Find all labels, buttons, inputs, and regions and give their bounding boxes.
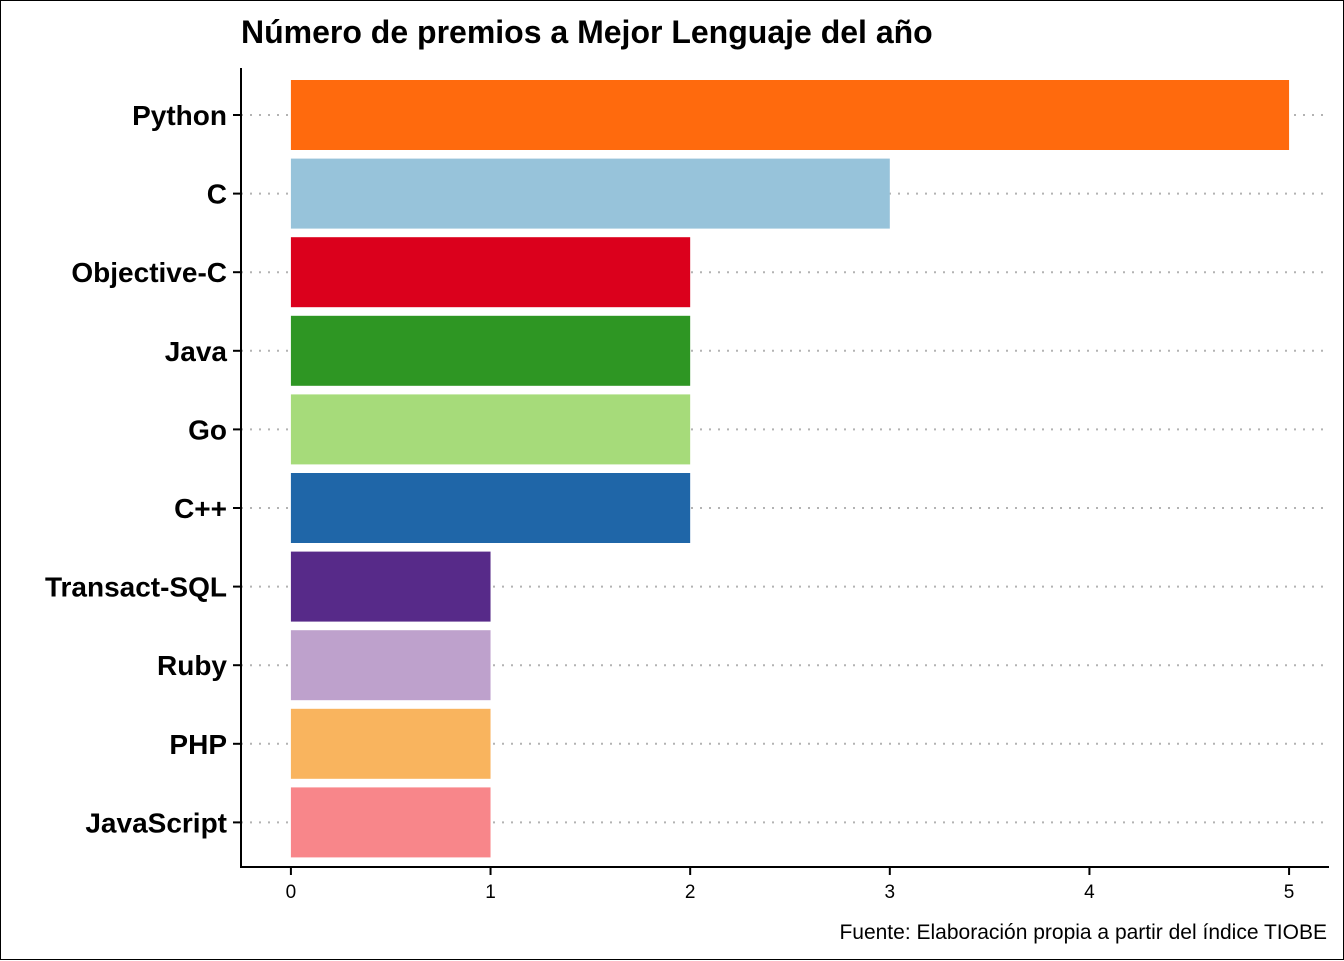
bar xyxy=(290,237,691,308)
x-tick-label: 1 xyxy=(485,882,496,903)
category-labels: Python C Objective-C Java Go C++ Transact-SQL R… xyxy=(45,100,241,838)
bar xyxy=(290,787,491,858)
x-tick-label: 2 xyxy=(685,882,696,903)
x-tick-label: 4 xyxy=(1084,882,1095,903)
chart-title: Número de premios a Mejor Lenguaje del a… xyxy=(241,14,933,50)
bar xyxy=(290,158,890,229)
category-label: C xyxy=(207,179,227,210)
category-label: Transact-SQL xyxy=(45,572,227,603)
x-tick-label: 5 xyxy=(1284,882,1295,903)
category-label: Ruby xyxy=(157,650,227,681)
x-ticks: 0 1 2 3 4 5 xyxy=(286,867,1295,903)
bar xyxy=(290,473,691,543)
axes xyxy=(240,68,1329,868)
category-label: Objective-C xyxy=(71,257,227,288)
bar xyxy=(290,551,491,622)
bar xyxy=(290,315,691,386)
category-label: Java xyxy=(165,336,228,367)
x-tick-label: 3 xyxy=(885,882,896,903)
bar xyxy=(290,630,491,701)
category-label: C++ xyxy=(174,493,227,524)
bar xyxy=(290,394,691,465)
x-tick-label: 0 xyxy=(286,882,297,903)
category-label: JavaScript xyxy=(85,807,227,838)
bar xyxy=(290,708,491,779)
category-label: Python xyxy=(132,100,227,131)
chart-caption: Fuente: Elaboración propia a partir del … xyxy=(839,921,1327,944)
category-label: PHP xyxy=(169,729,227,760)
bars xyxy=(290,80,1290,858)
bar xyxy=(290,80,1290,150)
category-label: Go xyxy=(188,414,227,445)
